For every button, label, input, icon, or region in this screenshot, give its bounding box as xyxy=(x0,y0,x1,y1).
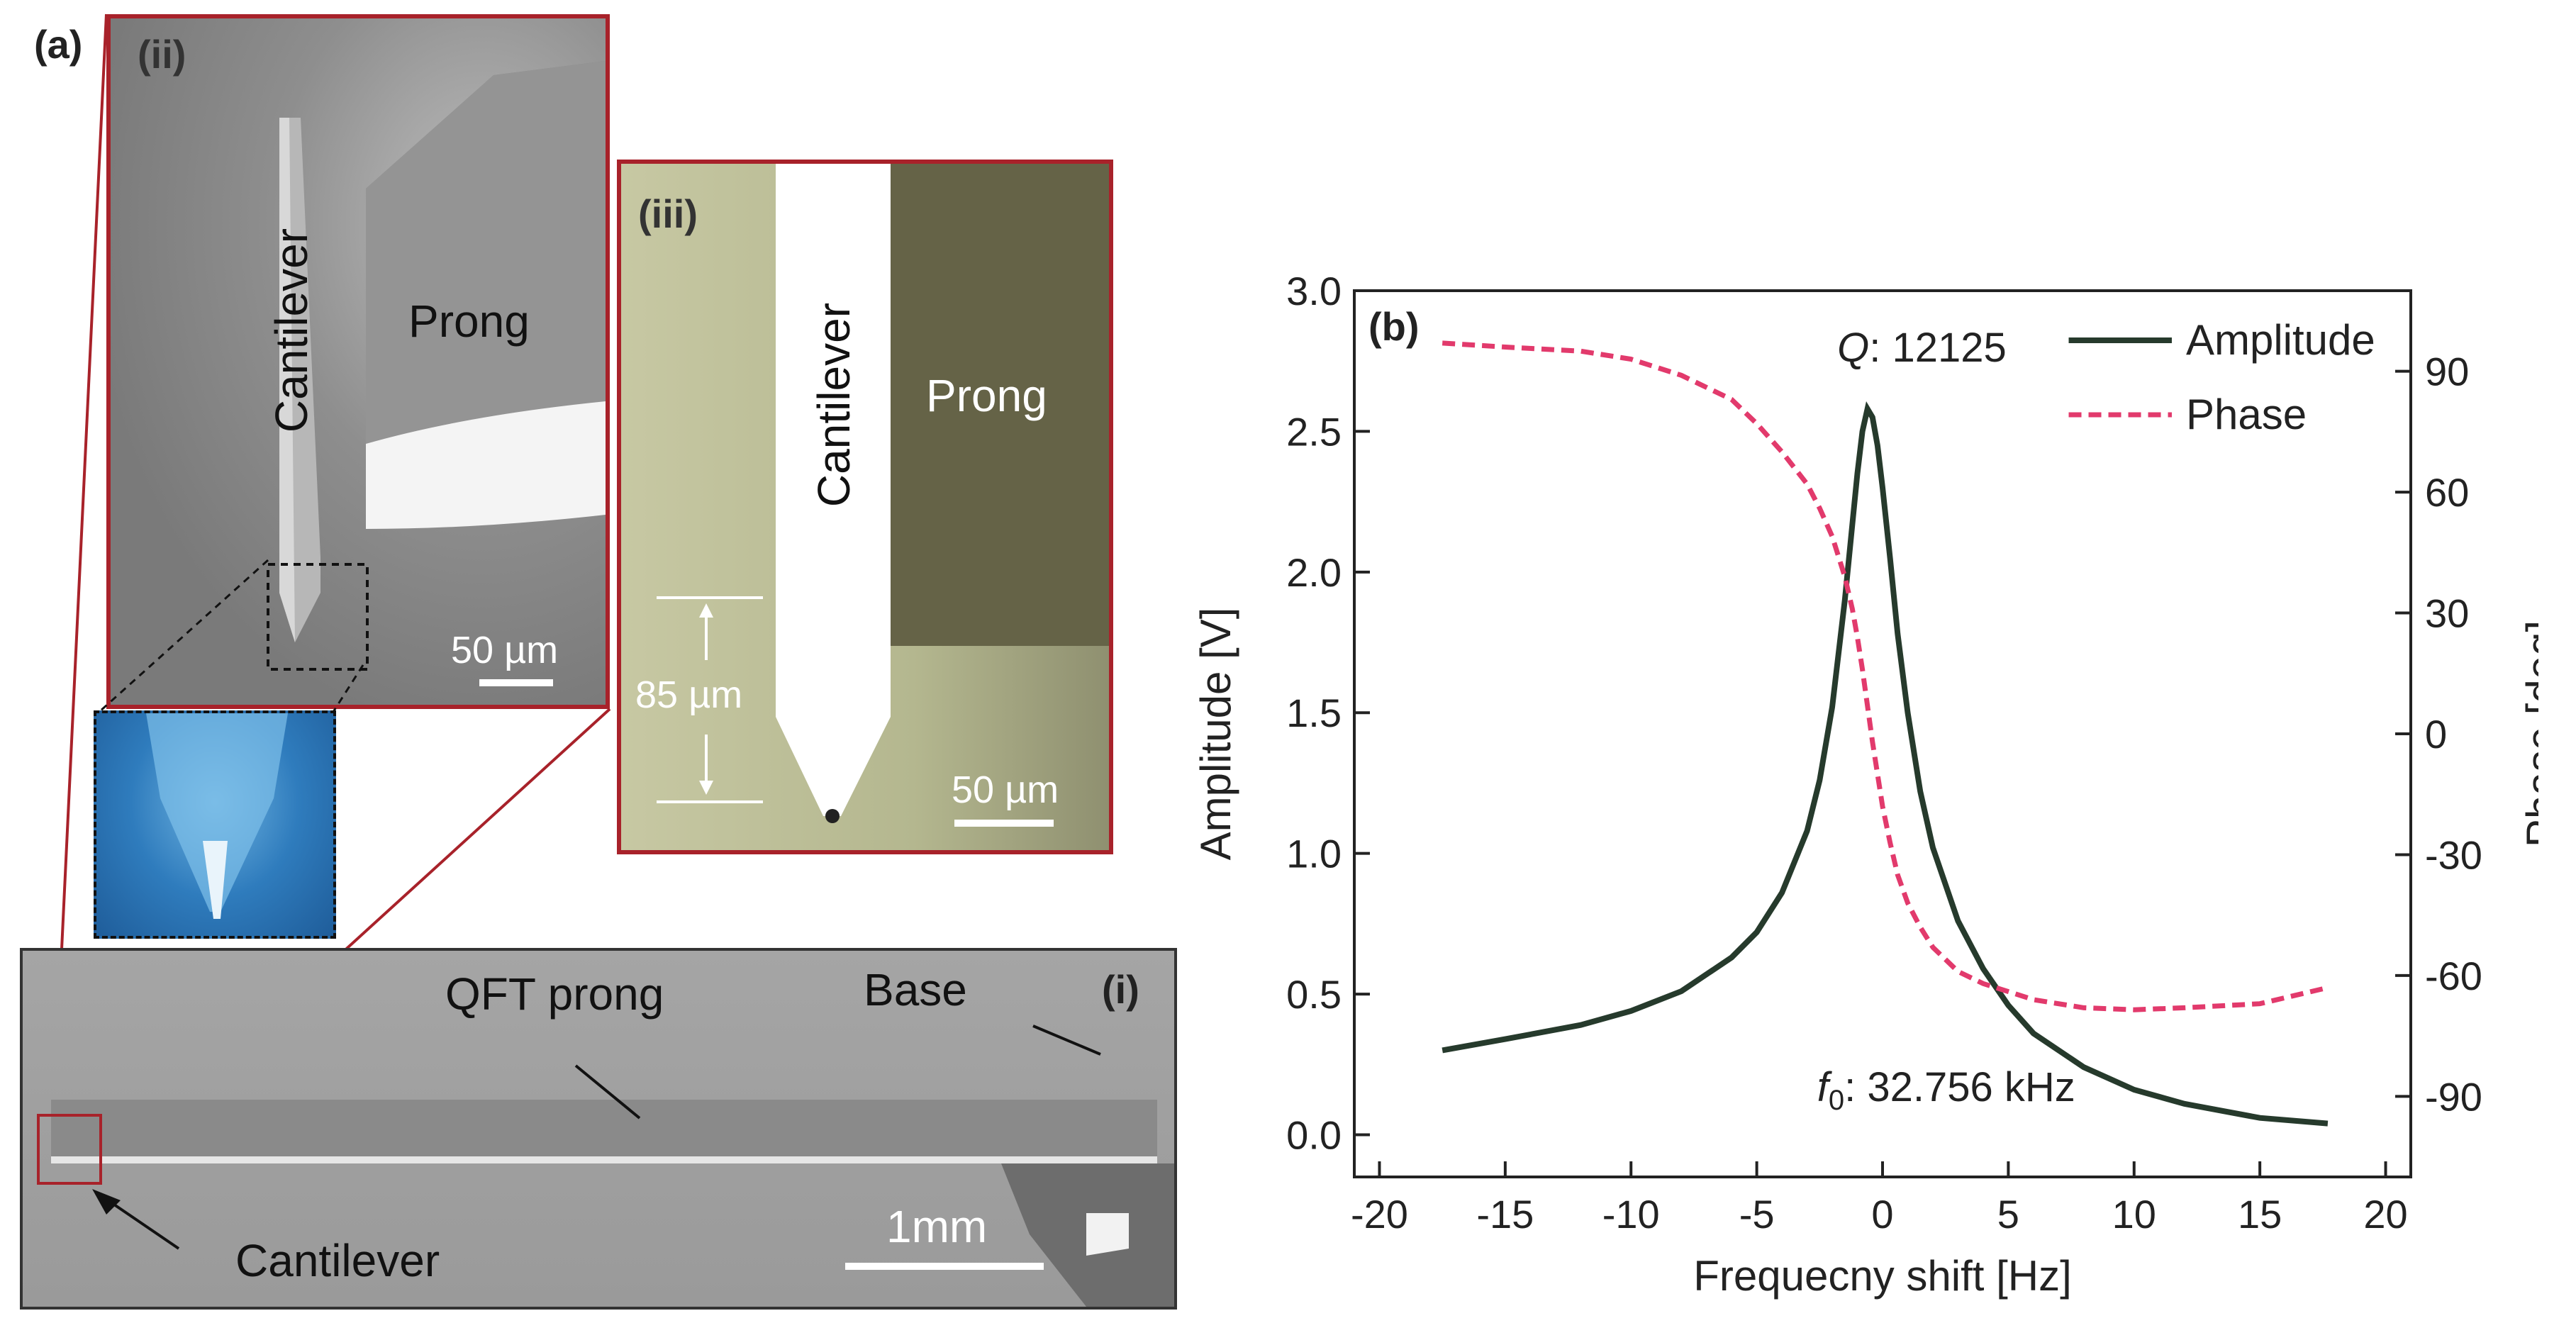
y-right-tick-label: -30 xyxy=(2425,832,2482,877)
tip-zoom-drawing xyxy=(146,713,288,919)
y-left-tick-label: 2.5 xyxy=(1286,409,1342,454)
x-tick-label: 0 xyxy=(1871,1192,1893,1237)
x-tick-label: -15 xyxy=(1476,1192,1534,1237)
y-left-tick-label: 1.0 xyxy=(1286,832,1342,876)
sub-ii-label: (ii) xyxy=(138,32,186,77)
cantilever-label-iii: Cantilever xyxy=(808,302,859,508)
y-left-tick-label: 0.0 xyxy=(1286,1112,1342,1157)
y-left-tick-label: 0.5 xyxy=(1286,972,1342,1017)
q-value: : 12125 xyxy=(1869,325,2007,371)
cantilever-label-ii: Cantilever xyxy=(266,228,317,433)
frequency-response-chart: -20 -15 -10 -5 0 5 10 15 20 0.0 0.5 1.0 1.5 2.0 2.5 3.… xyxy=(1192,269,2538,1300)
q-symbol: Q xyxy=(1837,325,1869,371)
x-axis-ticks: -20 -15 -10 -5 0 5 10 15 20 xyxy=(1351,1161,2408,1237)
sub-i-label: (i) xyxy=(1102,967,1139,1012)
legend-phase-label: Phase xyxy=(2186,391,2307,438)
y-left-tick-label: 1.5 xyxy=(1286,691,1342,735)
y-right-tick-label: 60 xyxy=(2425,470,2469,515)
y-left-tick-label: 3.0 xyxy=(1286,269,1342,313)
q-factor-annotation: Q: 12125 xyxy=(1837,325,2007,371)
sem-image-i: (i) QFT prong Base Cantilever 1mm xyxy=(20,948,1177,1310)
y-left-axis-ticks: 0.0 0.5 1.0 1.5 2.0 2.5 3.0 xyxy=(1286,269,1370,1157)
f-subscript: 0 xyxy=(1829,1085,1844,1116)
f-value: : 32.756 kHz xyxy=(1844,1064,2075,1110)
cantilever-label-i: Cantilever xyxy=(235,1235,440,1286)
sub-iii-label: (iii) xyxy=(638,191,698,236)
x-tick-label: 5 xyxy=(1997,1192,2019,1237)
y-right-tick-label: 0 xyxy=(2425,712,2447,757)
x-tick-label: 15 xyxy=(2238,1192,2282,1237)
y-right-tick-label: -90 xyxy=(2425,1074,2482,1119)
y-right-axis-label: Phase [deg] xyxy=(2518,620,2538,847)
resonance-frequency-annotation: f0: 32.756 kHz xyxy=(1817,1064,2075,1116)
x-tick-label: 20 xyxy=(2363,1192,2407,1237)
optical-image-iii: (iii) Cantilever Prong 85 µm 50 µm xyxy=(617,160,1113,854)
scale-label-iii: 50 µm xyxy=(952,769,1059,811)
qft-prong-label: QFT prong xyxy=(445,968,664,1020)
y-left-tick-label: 2.0 xyxy=(1286,550,1342,595)
legend: Amplitude Phase xyxy=(2068,316,2375,438)
x-tick-label: -5 xyxy=(1739,1192,1775,1237)
y-left-axis-label: Amplitude [V] xyxy=(1192,608,1239,861)
legend-amplitude-label: Amplitude xyxy=(2186,316,2375,364)
optical-iii-drawing xyxy=(657,164,1109,827)
y-right-tick-label: 90 xyxy=(2425,350,2469,394)
x-tick-label: -20 xyxy=(1351,1192,1408,1237)
phase-series-line xyxy=(1442,340,2329,1012)
panel-b-label: (b) xyxy=(1368,304,1420,349)
base-label: Base xyxy=(864,964,967,1015)
x-axis-label: Frequecny shift [Hz] xyxy=(1693,1252,2072,1300)
scale-label-ii: 50 µm xyxy=(451,629,559,671)
panel-a-label: (a) xyxy=(34,22,83,67)
scale-label-i: 1mm xyxy=(886,1201,988,1252)
amplitude-series-line xyxy=(1442,401,2329,1127)
sem-ii-drawing xyxy=(267,61,606,686)
prong-label-iii: Prong xyxy=(926,370,1047,421)
length-label-iii: 85 µm xyxy=(635,674,743,716)
sem-image-ii: (ii) Cantilever Prong 50 µm xyxy=(106,14,610,709)
tip-zoom-inset xyxy=(94,710,336,939)
y-right-axis-ticks: -90 -60 -30 0 30 60 90 xyxy=(2395,350,2482,1119)
x-tick-label: 10 xyxy=(2112,1192,2156,1237)
y-right-tick-label: 30 xyxy=(2425,591,2469,636)
prong-label-ii: Prong xyxy=(408,296,530,347)
y-right-tick-label: -60 xyxy=(2425,954,2482,998)
x-tick-label: -10 xyxy=(1602,1192,1660,1237)
sem-i-drawing xyxy=(37,1025,1174,1307)
